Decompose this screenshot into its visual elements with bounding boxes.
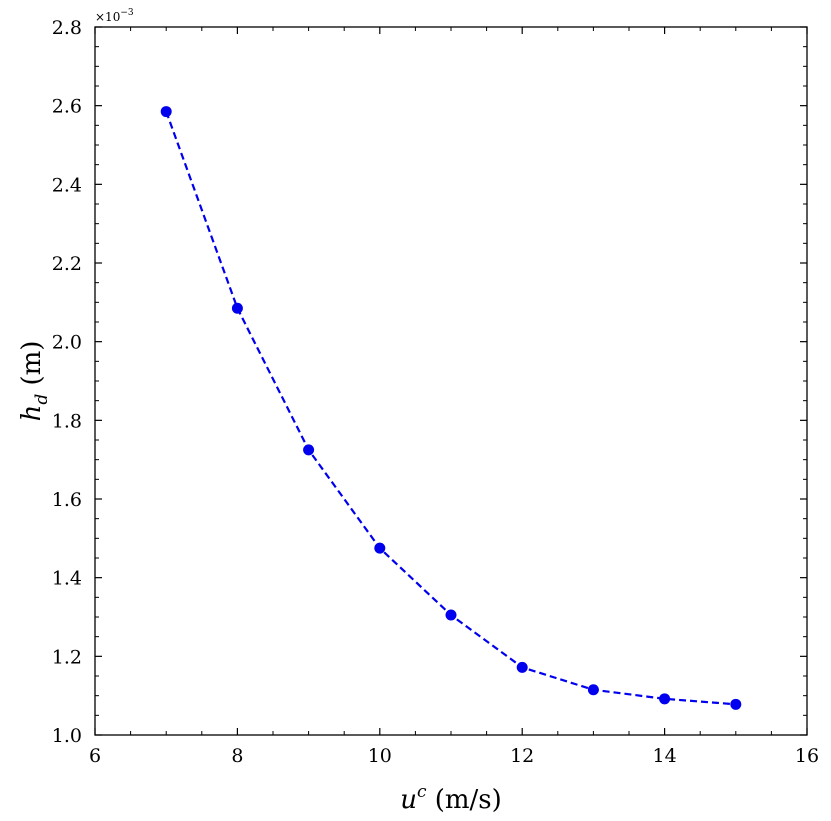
y-tick-label: 1.2 [52,646,82,668]
x-tick-label: 8 [231,745,243,767]
y-exponent-power: −3 [120,8,134,18]
y-axis-label: hd (m) [17,341,52,422]
major-ticks [94,26,808,736]
y-tick-label: 1.4 [52,568,82,590]
tick-labels: 6 8 10 12 14 16 1.0 1.2 1.4 1.6 1.8 2.0 2.2 2.4 2.6 2.8 [52,17,819,767]
y-label-rest: (m) [17,341,47,394]
y-tick-label: 2.8 [52,17,82,39]
y-label-sub: d [32,394,52,405]
data-point [587,684,599,696]
plot-frame [94,26,808,736]
x-tick-label: 10 [368,745,392,767]
x-label-sup: c [417,782,427,802]
y-tick-label: 1.0 [52,725,82,747]
y-label-base: h [17,405,47,422]
data-point [374,542,386,554]
x-tick-label: 6 [89,745,101,767]
y-tick-label: 2.4 [52,174,82,196]
minor-ticks [95,27,807,735]
y-exponent-base: ×10 [95,10,120,24]
x-label-base: u [400,785,417,815]
y-axis-exponent: ×10−3 [95,8,134,24]
data-point [659,693,671,705]
x-tick-label: 12 [510,745,534,767]
y-tick-label: 2.2 [52,253,82,275]
data-point [730,698,742,710]
data-point [303,444,315,456]
y-tick-label: 1.6 [52,489,82,511]
series-layer [160,106,742,710]
x-label-rest: (m/s) [426,785,501,815]
x-tick-label: 14 [653,745,677,767]
y-tick-label: 2.6 [52,96,82,118]
data-point [516,661,528,673]
y-tick-label: 1.8 [52,410,82,432]
data-point [445,609,457,621]
data-point [160,106,172,118]
x-axis-label: uc (m/s) [400,782,502,815]
y-tick-label: 2.0 [52,332,82,354]
x-tick-label: 16 [795,745,819,767]
data-point [231,302,243,314]
